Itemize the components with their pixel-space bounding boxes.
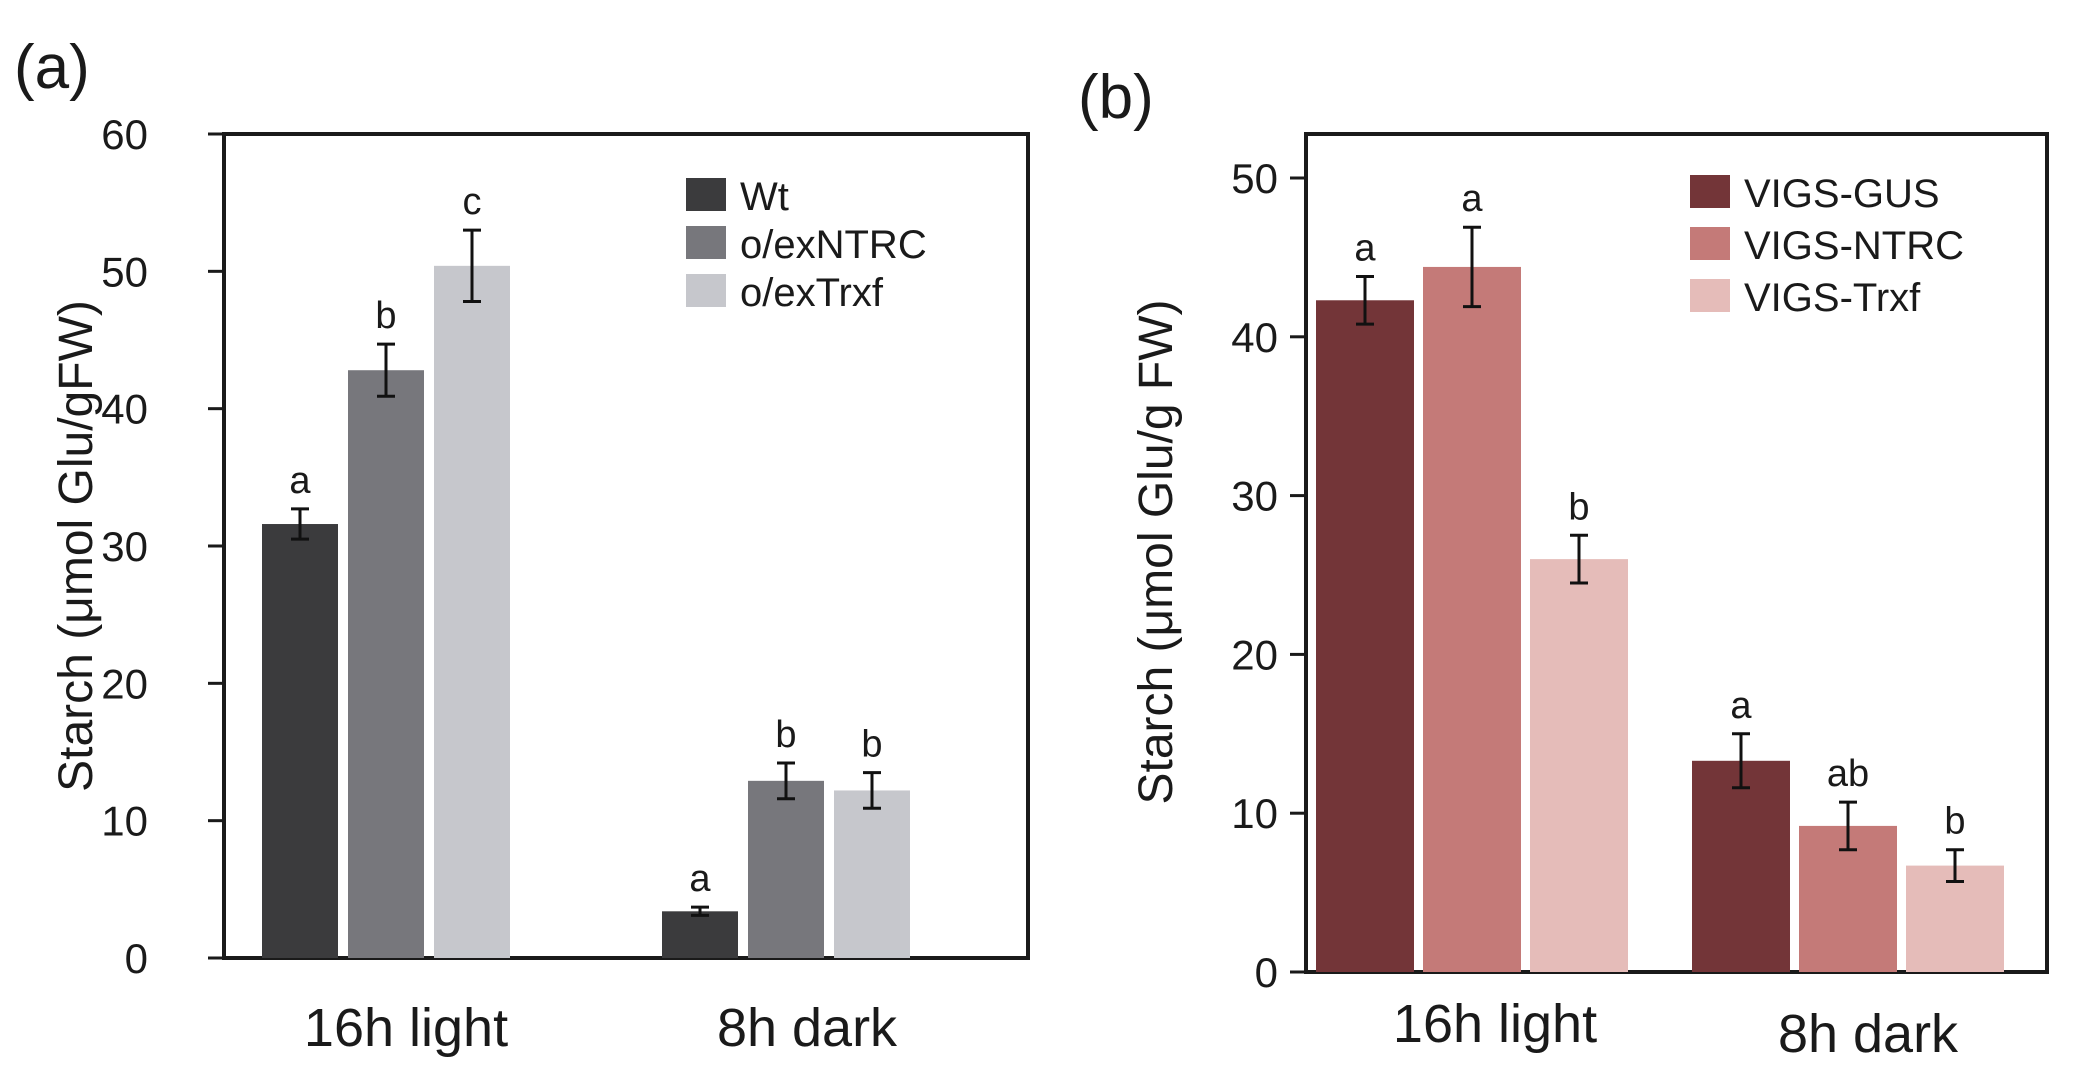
panel-a: (a) Starch (μmol Glu/gFW) 0102030405060 … xyxy=(14,33,1030,1058)
panel-a-error-bar-o-extrxf-8h-dark xyxy=(863,771,881,810)
panel-b-error-bar-vigs-trxf-16h-light xyxy=(1570,533,1588,585)
panel-b-legend-label-vigs-trxf: VIGS-Trxf xyxy=(1744,276,1921,320)
panel-b-y-tick-label-0: 0 xyxy=(1255,949,1278,996)
panel-a-bar-o-exntrc-8h-dark xyxy=(748,780,824,958)
panel-b-y-axis: Starch (μmol Glu/g FW) xyxy=(1130,299,1183,804)
panel-b: (b) Starch (μmol Glu/g FW) 0 10 20 30 40 50 a… xyxy=(1078,63,2049,1064)
panel-a-legend-swatch-wt xyxy=(686,178,726,211)
panel-a-letter-o-extrxf-16h-light: c xyxy=(463,181,482,223)
panel-a-legend-label-oexntrc: o/exNTRC xyxy=(740,223,927,267)
panel-b-legend-swatch-vigs-trxf xyxy=(1690,279,1730,312)
panel-b-bars xyxy=(1316,225,2004,973)
panel-a-bar-o-extrxf-8h-dark xyxy=(834,790,910,958)
panel-b-y-tick-label-40: 40 xyxy=(1231,314,1278,361)
panel-b-error-bar-vigs-gus-16h-light xyxy=(1356,274,1374,326)
panel-b-letter-vigs-gus-16h-light: a xyxy=(1354,227,1376,269)
panel-a-letter-o-extrxf-8h-dark: b xyxy=(861,724,882,766)
panel-b-error-bar-vigs-trxf-8h-dark xyxy=(1946,848,1964,883)
panel-b-significance-letters: a a a ab b b xyxy=(1354,178,1965,842)
panel-a-legend-swatch-oexntrc xyxy=(686,226,726,259)
panel-a-y-tick-label-10: 10 xyxy=(101,798,148,845)
panel-b-y-tick-label-10: 10 xyxy=(1231,790,1278,837)
panel-b-y-tick-label-30: 30 xyxy=(1231,473,1278,520)
panel-a-y-tick-label-20: 20 xyxy=(101,660,148,707)
panel-a-error-bar-o-exntrc-8h-dark xyxy=(777,761,795,801)
panel-b-y-ticks: 0 10 20 30 40 50 xyxy=(1231,155,1306,996)
panel-b-letter-vigs-trxf-16h-light: b xyxy=(1568,486,1589,528)
panel-b-plot-frame xyxy=(1304,132,2049,974)
panel-a-category-label-16h-light: 16h light xyxy=(304,998,508,1058)
panel-a-y-tick-label-30: 30 xyxy=(101,523,148,570)
panel-b-bar-vigs-gus-16h-light xyxy=(1316,300,1414,972)
panel-a-legend-label-oextrxf: o/exTrxf xyxy=(740,271,884,315)
panel-a-x-axis: 16h light 8h dark xyxy=(304,998,898,1058)
panel-b-bar-vigs-trxf-16h-light xyxy=(1530,559,1628,972)
panel-a-y-axis-title: Starch (μmol Glu/gFW) xyxy=(50,300,103,792)
panel-b-legend: VIGS-GUS VIGS-NTRC VIGS-Trxf xyxy=(1690,172,1964,320)
panel-b-label: (b) xyxy=(1078,63,1154,132)
panel-a-y-axis: Starch (μmol Glu/gFW) xyxy=(50,300,103,792)
panel-b-letter-vigs-ntrc-8h-dark: ab xyxy=(1827,753,1869,795)
panel-b-category-label-16h-light: 16h light xyxy=(1393,994,1597,1054)
panel-b-y-tick-label-20: 20 xyxy=(1231,631,1278,678)
panel-b-bar-vigs-trxf-8h-dark xyxy=(1906,865,2004,972)
panel-a-y-tick-label-50: 50 xyxy=(101,248,148,295)
panel-a-category-label-8h-dark: 8h dark xyxy=(717,998,898,1058)
panel-a-bar-wt-16h-light xyxy=(262,524,338,958)
panel-b-letter-vigs-trxf-8h-dark: b xyxy=(1944,801,1965,843)
panel-a-letter-wt-16h-light: a xyxy=(289,460,311,502)
panel-a-significance-letters: a a b b c b xyxy=(289,181,882,900)
panel-b-letter-vigs-ntrc-16h-light: a xyxy=(1461,178,1483,220)
panel-a-error-bar-o-exntrc-16h-light xyxy=(377,342,395,398)
panel-a-letter-wt-8h-dark: a xyxy=(689,858,711,900)
panel-b-bar-vigs-ntrc-16h-light xyxy=(1423,266,1521,973)
panel-a-y-ticks: 0 10 20 30 40 50 60 xyxy=(101,111,224,982)
panel-a-legend: Wt o/exNTRC o/exTrxf xyxy=(686,175,927,315)
panel-a-bar-o-extrxf-16h-light xyxy=(434,265,510,959)
panel-a-y-tick-label-0: 0 xyxy=(125,935,148,982)
panel-b-error-bar-vigs-gus-8h-dark xyxy=(1732,732,1750,790)
panel-a-error-bar-o-extrxf-16h-light xyxy=(463,228,481,304)
panel-b-legend-swatch-vigs-ntrc xyxy=(1690,227,1730,260)
panel-b-y-tick-label-50: 50 xyxy=(1231,155,1278,202)
panel-b-category-label-8h-dark: 8h dark xyxy=(1778,1004,1959,1064)
panel-b-legend-label-vigs-gus: VIGS-GUS xyxy=(1744,172,1940,216)
panel-a-legend-label-wt: Wt xyxy=(740,175,789,219)
panel-b-bar-vigs-gus-8h-dark xyxy=(1692,760,1790,972)
panel-a-legend-swatch-oextrxf xyxy=(686,274,726,307)
panel-b-y-axis-title: Starch (μmol Glu/g FW) xyxy=(1130,299,1183,804)
panel-b-legend-swatch-vigs-gus xyxy=(1690,175,1730,208)
panel-a-bar-wt-8h-dark xyxy=(662,911,738,958)
panel-b-legend-label-vigs-ntrc: VIGS-NTRC xyxy=(1744,224,1964,268)
panel-b-error-bar-vigs-ntrc-8h-dark xyxy=(1839,800,1857,852)
panel-a-label: (a) xyxy=(14,33,90,102)
panel-a-y-tick-label-40: 40 xyxy=(101,386,148,433)
panel-a-y-tick-label-60: 60 xyxy=(101,111,148,158)
panel-b-error-bar-vigs-ntrc-16h-light xyxy=(1463,225,1481,309)
panel-a-bars xyxy=(262,228,910,959)
panel-a-letter-o-exntrc-8h-dark: b xyxy=(775,714,796,756)
panel-a-error-bar-wt-8h-dark xyxy=(691,905,709,917)
panel-a-letter-o-exntrc-16h-light: b xyxy=(375,295,396,337)
panel-a-bar-o-exntrc-16h-light xyxy=(348,370,424,958)
panel-b-x-axis: 16h light 8h dark xyxy=(1393,994,1959,1064)
panel-b-letter-vigs-gus-8h-dark: a xyxy=(1730,685,1752,727)
panel-a-error-bar-wt-16h-light xyxy=(291,507,309,541)
